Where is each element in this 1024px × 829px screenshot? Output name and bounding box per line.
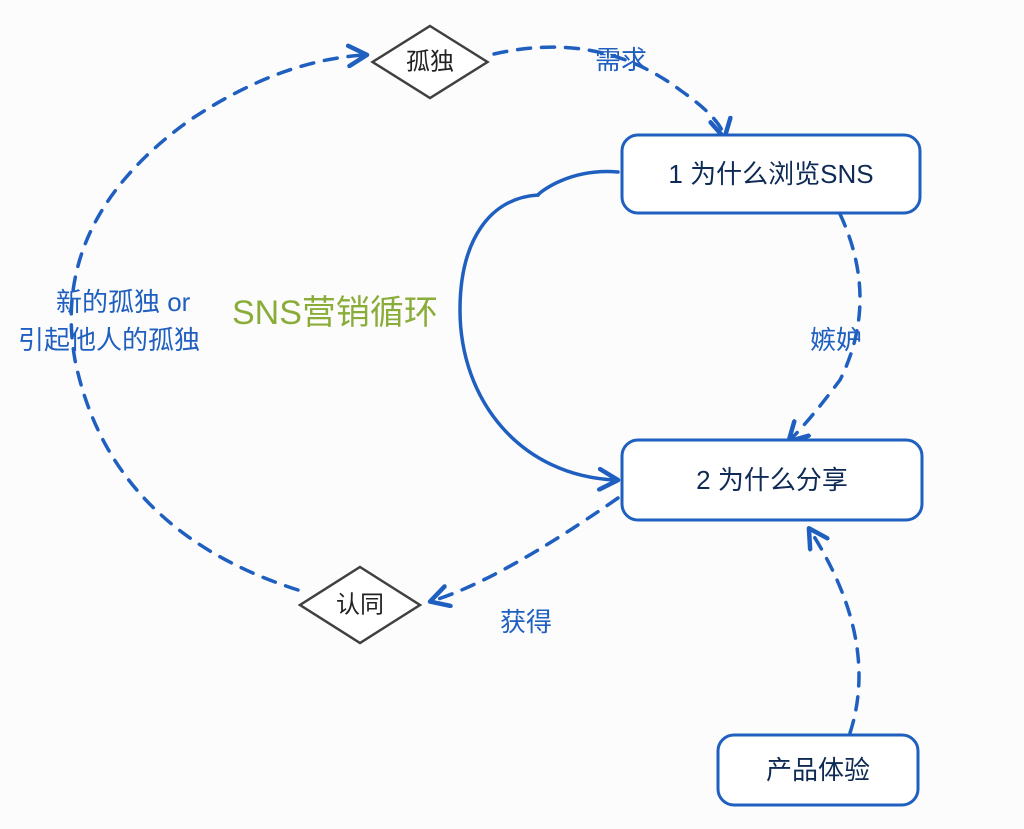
node-label-agree: 认同 bbox=[336, 592, 384, 619]
node-label-loneliness: 孤独 bbox=[406, 49, 454, 76]
diagram-canvas: 孤独 1 为什么浏览SNS 2 为什么分享认同产品体验 需求嫉妒获得 新的孤独 or 引起… bbox=[0, 0, 1024, 829]
edge-label-0: 需求 bbox=[595, 45, 647, 75]
node-label-whyBrowse: 1 为什么浏览SNS bbox=[668, 159, 873, 189]
edge-label-2: 获得 bbox=[500, 607, 552, 637]
diagram-title: SNS营销循环 bbox=[232, 294, 438, 332]
edge-label-3: 新的孤独 or bbox=[56, 287, 191, 317]
node-label-whyShare: 2 为什么分享 bbox=[696, 465, 848, 495]
diagram-background bbox=[0, 0, 1024, 829]
edge-label-4: 引起他人的孤独 bbox=[18, 325, 200, 355]
node-label-product: 产品体验 bbox=[766, 755, 870, 785]
edge-label-1: 嫉妒 bbox=[810, 325, 862, 355]
